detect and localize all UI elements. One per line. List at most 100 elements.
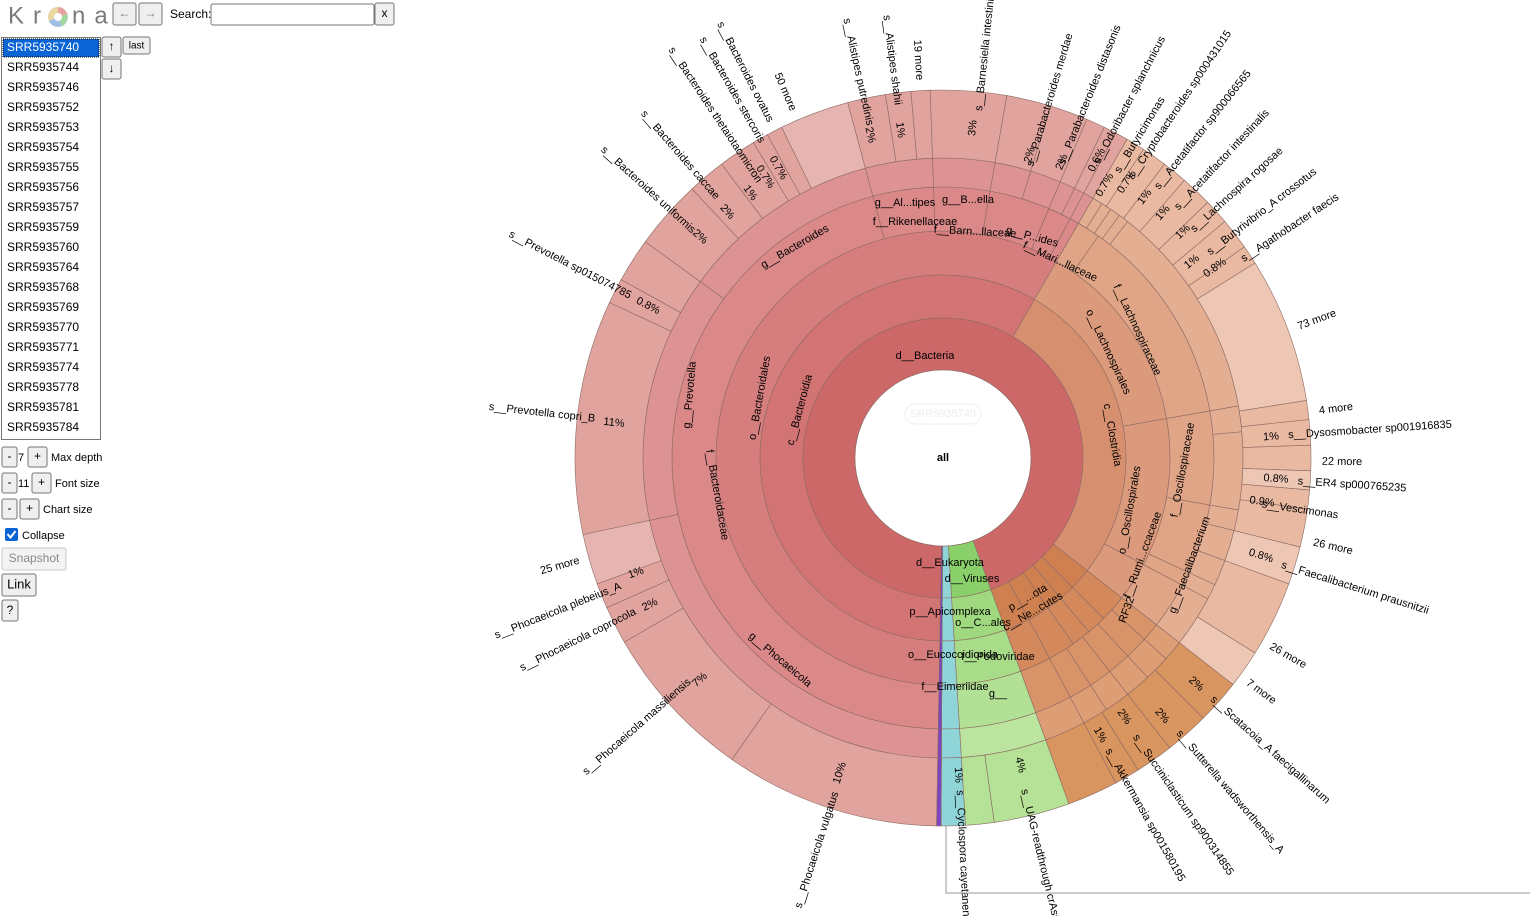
dataset-item[interactable]: SRR5935771 [7,340,79,354]
node-label: 2% [1022,145,1038,164]
node-label: 11% [603,416,626,430]
dataset-item[interactable]: SRR5935754 [7,140,79,154]
control-label: Max depth [51,452,102,464]
node-label: s__Prevotella sp015074785 [507,228,634,301]
node-label: 4 more [1318,401,1353,417]
dataset-item[interactable]: SRR5935755 [7,160,79,174]
down-icon[interactable]: ↓ [109,61,115,75]
node-label: g__Prevotella [681,360,699,429]
node-label: 1% [626,564,645,581]
down-button[interactable] [101,58,122,80]
dataset-item[interactable]: SRR5935752 [7,100,79,114]
wedge [941,640,958,686]
node-label: 25 more [539,555,581,578]
dataset-item[interactable]: SRR5935774 [7,360,79,374]
node-label: 22 more [1322,456,1362,468]
wedge [937,728,942,759]
node-label: 73 more [1296,307,1338,332]
node-label: 19 more [911,39,926,80]
dataset-item[interactable]: SRR5935753 [7,120,79,134]
up-icon[interactable]: ↑ [109,39,115,53]
node-label: 26 more [1268,641,1309,671]
sunburst: SRR5935740alld__Bacteriac__Bacteroidiao_… [488,0,1452,916]
clear-button[interactable] [374,2,395,26]
dataset-item[interactable]: SRR5935744 [7,60,79,74]
node-label: o__Eucoccidiorida [908,649,999,661]
minus-label[interactable]: - [8,475,12,489]
plus-label[interactable]: + [38,475,45,489]
minus-label[interactable]: - [8,501,12,515]
control-value: 11 [18,478,29,490]
node-label: d__Bacteria [896,350,956,362]
node-label: s__ER4 sp000765235 [1297,475,1406,494]
node-label: g__ [989,688,1008,700]
dataset-badge [904,403,982,425]
node-label: 26 more [1312,537,1354,558]
node-label: 4% [1012,756,1028,775]
wedge [936,757,942,827]
key-frame [945,825,1530,894]
node-label: s__Cyclospora cayetanensis [954,790,973,916]
dataset-item[interactable]: SRR5935769 [7,300,79,314]
plus-label[interactable]: + [34,449,41,463]
node-label: 7 more [1244,677,1279,707]
node-label: s__Lachnospira rogosae [1188,145,1285,235]
search-input[interactable] [210,3,375,26]
dataset-item[interactable]: SRR5935740 [7,40,79,54]
minus-label[interactable]: - [8,449,12,463]
dataset-item[interactable]: SRR5935781 [7,400,79,414]
plus-button[interactable] [27,446,48,468]
dataset-item[interactable]: SRR5935784 [7,420,79,434]
dataset-item[interactable]: SRR5935760 [7,240,79,254]
minus-button[interactable] [1,498,18,520]
dataset-item[interactable]: SRR5935756 [7,180,79,194]
wedge [932,157,996,192]
node-label: s__Faecalibacterium prausnitzii [1280,559,1431,617]
control-label: Font size [55,478,100,490]
plus-button[interactable] [31,472,52,494]
root-label: all [937,452,949,464]
wedge [1242,444,1312,472]
back-icon[interactable]: ← [119,6,131,20]
plus-label[interactable]: + [26,501,33,515]
center-hole [854,369,1032,547]
last-button[interactable] [122,36,151,55]
wedge [941,728,962,759]
node-label: 50 more [772,71,799,113]
back-button[interactable] [112,2,137,26]
node-label: g__Al...tipes [875,197,936,209]
node-label: 1% [1263,430,1280,443]
node-label: s__Phocaeicola massiliensis [580,676,693,778]
help-label[interactable]: ? [7,603,14,617]
minus-button[interactable] [1,446,18,468]
node-label: 0.9% [1249,494,1276,509]
snapshot-button[interactable] [1,547,67,571]
dataset-item[interactable]: SRR5935768 [7,280,79,294]
node-label: s__Phocaeicola vulgatus [793,790,842,910]
wedge [1209,405,1243,435]
dataset-item[interactable]: SRR5935764 [7,260,79,274]
link-button[interactable] [1,573,37,597]
link-label[interactable]: Link [7,576,31,591]
forward-icon[interactable]: → [145,6,157,20]
plus-button[interactable] [19,498,40,520]
dataset-item[interactable]: SRR5935759 [7,220,79,234]
last-label[interactable]: last [129,41,145,52]
minus-button[interactable] [1,472,18,494]
node-label: s__Dysosmobacter sp001916835 [1288,419,1452,442]
help-button[interactable] [1,599,19,622]
up-button[interactable] [101,36,122,58]
dataset-item[interactable]: SRR5935778 [7,380,79,394]
selected-row[interactable] [2,38,100,58]
clear-icon[interactable]: x [382,6,388,20]
snapshot-label[interactable]: Snapshot [9,551,60,565]
node-label: 1% [952,767,965,784]
dataset-item[interactable]: SRR5935757 [7,200,79,214]
dataset-list[interactable] [1,37,101,440]
forward-button[interactable] [138,2,163,26]
dataset-item[interactable]: SRR5935746 [7,80,79,94]
dataset-item[interactable]: SRR5935770 [7,320,79,334]
node-label: s__Alistipes shahii [880,14,903,105]
node-label: 3% [966,119,979,136]
